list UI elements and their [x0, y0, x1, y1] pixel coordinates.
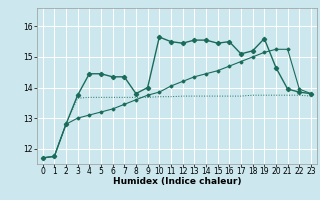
- X-axis label: Humidex (Indice chaleur): Humidex (Indice chaleur): [113, 177, 241, 186]
